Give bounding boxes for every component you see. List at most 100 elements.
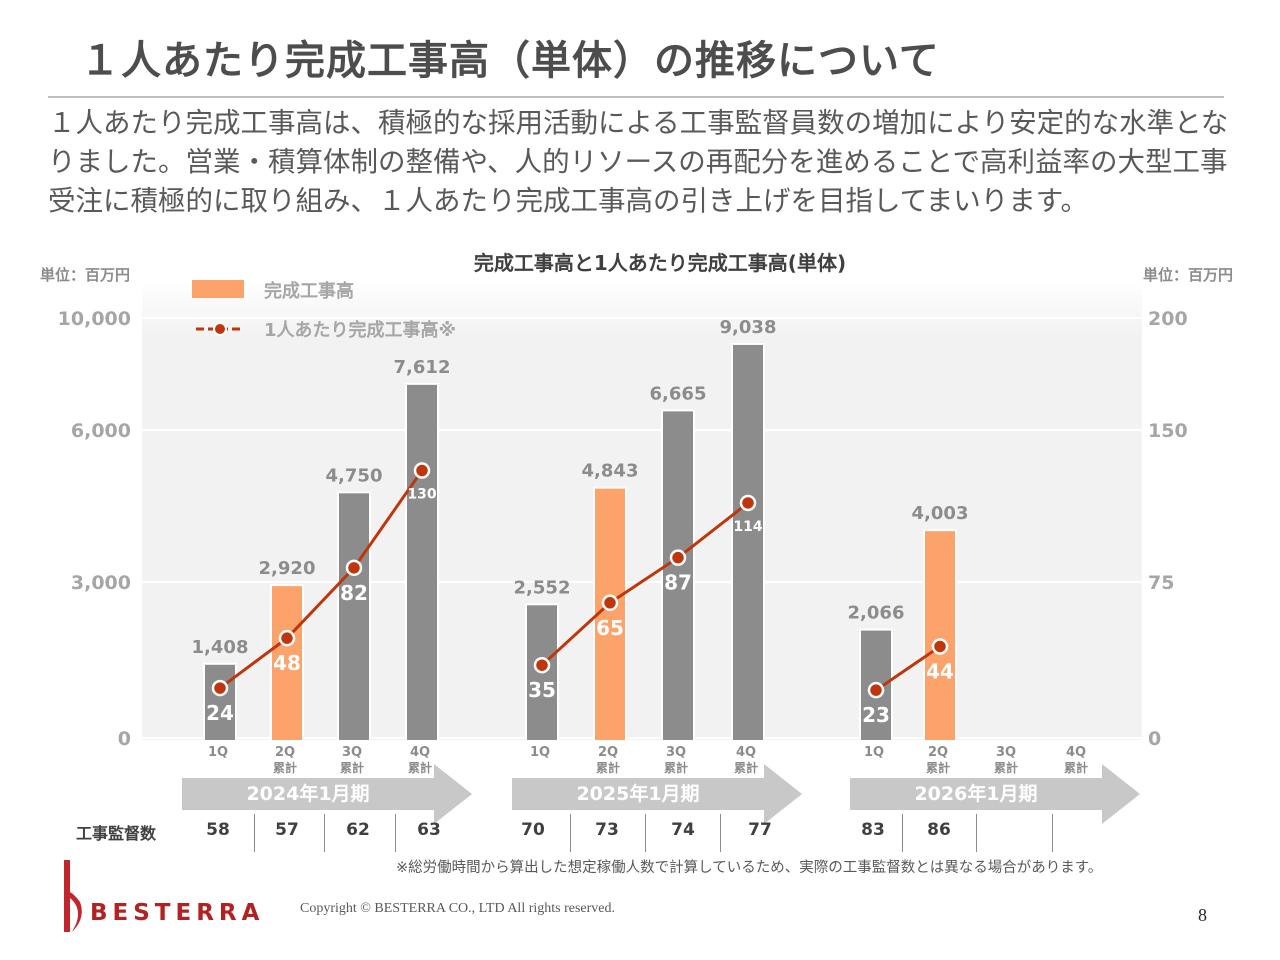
footnote: ※総労働時間から算出した想定稼働人数で計算しているため、実際の工事監督数とは異な… — [396, 860, 1103, 876]
staff-count-divider — [645, 814, 646, 852]
fiscal-year-label: 2025年1月期 — [576, 782, 699, 805]
bar-value-label: 1,408 — [192, 637, 249, 658]
x-category-label: 3Q — [342, 745, 362, 760]
line-marker — [345, 559, 363, 577]
bar-value-label: 7,612 — [394, 357, 451, 378]
line-marker — [601, 594, 619, 612]
x-category-sublabel: 累計 — [596, 760, 620, 775]
staff-count-divider — [395, 814, 396, 852]
x-category-label: 1Q — [864, 745, 884, 760]
chart-title: 完成工事高と1人あたり完成工事高(単体) — [474, 251, 846, 275]
x-category-sublabel: 累計 — [734, 760, 758, 775]
y-right-tick-label: 200 — [1148, 308, 1188, 330]
line-value-label: 130 — [407, 487, 436, 503]
line-value-label: 48 — [273, 651, 301, 675]
staff-count-divider — [324, 814, 325, 852]
bar-value-label: 4,003 — [912, 503, 969, 524]
staff-count-value: 62 — [346, 820, 370, 840]
x-category-label: 1Q — [530, 745, 550, 760]
staff-count-value: 70 — [521, 820, 545, 840]
staff-count-value: 73 — [595, 820, 619, 840]
legend-swatch-marker — [213, 322, 227, 336]
line-value-label: 44 — [926, 659, 954, 683]
line-marker — [211, 679, 229, 697]
slide-title: １人あたり完成工事高（単体）の推移について — [80, 38, 940, 84]
staff-count-divider — [1052, 814, 1053, 852]
intro-text: １人あたり完成工事高は、積極的な採用活動による工事監督員数の増加により安定的な水… — [48, 107, 1229, 217]
fiscal-year-arrow — [512, 764, 802, 824]
line-value-label: 87 — [664, 571, 692, 595]
x-category-label: 4Q — [736, 745, 756, 760]
line-marker — [867, 681, 885, 699]
bar-sales — [925, 531, 955, 740]
line-value-label: 24 — [206, 701, 234, 725]
line-marker — [931, 638, 949, 655]
staff-count-value: 86 — [927, 820, 951, 840]
bar-value-label: 4,750 — [326, 465, 383, 486]
page-number: 8 — [1198, 905, 1207, 925]
bar-sales — [663, 411, 693, 740]
unit-label-right: 単位：百万円 — [1143, 266, 1234, 284]
x-category-sublabel: 累計 — [1064, 760, 1088, 775]
x-category-sublabel: 累計 — [664, 760, 688, 775]
staff-count-value: 58 — [206, 820, 230, 840]
line-value-label: 82 — [340, 581, 368, 605]
x-category-label: 2Q — [598, 745, 618, 760]
staff-count-divider — [254, 814, 255, 852]
logo-wordmark: BESTERRA — [90, 900, 265, 926]
staff-count-value: 83 — [861, 820, 885, 840]
staff-count-divider — [902, 814, 903, 852]
bar-value-label: 2,552 — [514, 577, 571, 598]
staff-count-value: 74 — [671, 820, 695, 840]
legend-swatch-bar — [192, 280, 244, 298]
line-marker — [278, 629, 296, 647]
bar-value-label: 2,920 — [259, 558, 316, 579]
line-marker — [669, 549, 687, 566]
x-category-label: 4Q — [1066, 745, 1086, 760]
line-value-label: 35 — [528, 678, 556, 702]
copyright: Copyright © BESTERRA CO., LTD All rights… — [300, 901, 616, 916]
line-per-person — [540, 501, 749, 667]
bar-value-label: 6,665 — [650, 383, 707, 404]
x-category-sublabel: 累計 — [408, 760, 432, 775]
x-category-sublabel: 累計 — [994, 760, 1018, 775]
staff-count-divider — [720, 814, 721, 852]
staff-count-value: 63 — [417, 820, 441, 840]
fiscal-year-arrow — [850, 764, 1140, 824]
x-category-sublabel: 累計 — [926, 760, 950, 775]
staff-count-value: 77 — [748, 820, 772, 840]
bar-sales — [407, 384, 437, 740]
legend-label-line: 1人あたり完成工事高※ — [264, 319, 456, 341]
sales-chart: 完成工事高と1人あたり完成工事高(単体) 10,000 200 6,000 150 3,0… — [58, 251, 1188, 824]
x-category-sublabel: 累計 — [273, 760, 297, 775]
y-right-tick-label: 0 — [1148, 728, 1161, 750]
y-left-tick-label: 3,000 — [71, 572, 131, 594]
x-category-label: 2Q — [928, 745, 948, 760]
line-per-person — [875, 645, 941, 692]
x-category-sublabel: 累計 — [340, 760, 364, 775]
bar-sales — [339, 493, 369, 740]
line-value-label: 23 — [862, 703, 890, 727]
y-right-tick-label: 75 — [1148, 572, 1174, 594]
bar-value-label: 4,843 — [582, 461, 639, 482]
fiscal-year-arrow — [182, 764, 472, 824]
x-category-label: 2Q — [275, 745, 295, 760]
staff-count-divider — [570, 814, 571, 852]
fiscal-year-label: 2024年1月期 — [246, 782, 369, 805]
line-per-person — [219, 469, 424, 690]
title-divider — [48, 96, 1224, 98]
y-left-tick-label: 10,000 — [58, 308, 131, 330]
plot-area — [142, 280, 1142, 740]
bar-sales — [272, 586, 302, 740]
bar-sales — [595, 488, 625, 740]
bar-sales — [205, 664, 235, 740]
bar-sales — [733, 344, 763, 740]
line-marker — [739, 494, 757, 512]
y-left-tick-label: 0 — [118, 728, 131, 750]
y-left-tick-label: 6,000 — [71, 420, 131, 442]
staff-count-value: 57 — [275, 820, 299, 840]
x-category-label: 3Q — [996, 745, 1016, 760]
legend-label-bar: 完成工事高 — [264, 280, 354, 302]
staff-count-divider — [976, 814, 977, 852]
x-category-label: 3Q — [666, 745, 686, 760]
